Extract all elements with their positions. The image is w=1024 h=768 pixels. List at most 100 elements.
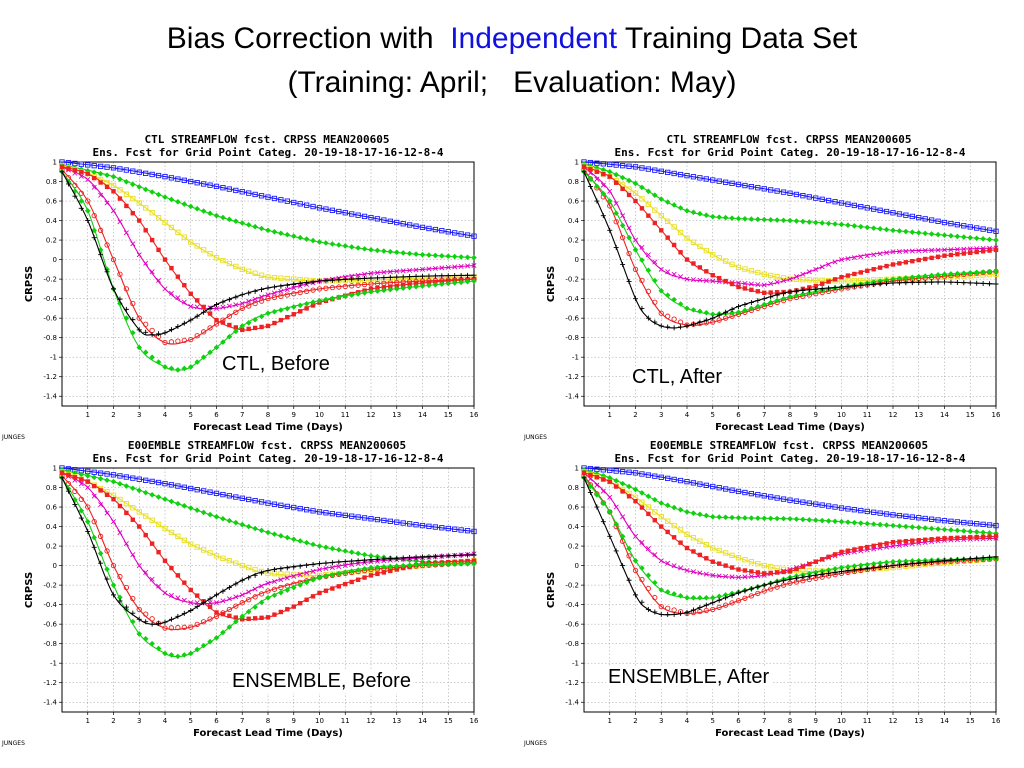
- data-point: [259, 583, 265, 589]
- data-point: [761, 296, 767, 302]
- data-point: [845, 273, 851, 278]
- data-point: [303, 236, 310, 242]
- data-point: [755, 298, 761, 304]
- chart-title: CTL STREAMFLOW fcst. CRPSS MEAN200605: [144, 133, 389, 146]
- data-point: [916, 515, 922, 521]
- y-tick-label: 0.4: [46, 523, 58, 531]
- data-point: [336, 546, 342, 553]
- data-point: [755, 185, 761, 191]
- data-point: [697, 277, 703, 283]
- y-tick-label: -0.8: [565, 640, 579, 648]
- data-point: [723, 573, 729, 579]
- x-tick-label: 7: [762, 717, 766, 725]
- data-point: [162, 619, 168, 625]
- data-point: [626, 225, 632, 231]
- data-point: [233, 294, 239, 300]
- data-point: [742, 574, 748, 580]
- data-point: [703, 317, 709, 323]
- data-point: [742, 515, 748, 521]
- data-point: [323, 278, 329, 284]
- x-axis-label: Forecast Lead Time (Days): [193, 728, 343, 739]
- data-point: [864, 282, 870, 288]
- data-point: [697, 265, 703, 270]
- data-point: [400, 279, 406, 285]
- data-point: [355, 291, 361, 297]
- data-point: [265, 274, 271, 280]
- data-point: [207, 604, 213, 610]
- data-point: [736, 284, 741, 290]
- data-point: [600, 488, 606, 494]
- y-tick-label: -1: [572, 660, 579, 668]
- data-point: [697, 481, 703, 487]
- data-point: [194, 304, 200, 310]
- data-point: [639, 206, 645, 211]
- data-point: [703, 541, 709, 548]
- data-point: [175, 323, 181, 329]
- data-point: [374, 553, 381, 560]
- data-point: [226, 624, 233, 630]
- data-point: [935, 279, 941, 285]
- data-point: [587, 183, 593, 189]
- data-point: [986, 522, 993, 528]
- data-point: [471, 552, 477, 558]
- data-point: [342, 277, 348, 283]
- data-point: [620, 213, 626, 219]
- data-point: [239, 305, 245, 312]
- y-tick-label: 0.4: [46, 217, 58, 225]
- data-point: [697, 243, 703, 250]
- data-point: [175, 295, 181, 301]
- data-point: [355, 550, 361, 557]
- data-point: [303, 300, 310, 307]
- data-point: [684, 323, 690, 329]
- data-point: [329, 510, 336, 517]
- data-point: [168, 327, 174, 333]
- data-point: [304, 570, 310, 576]
- data-point: [607, 174, 612, 179]
- data-point: [155, 479, 162, 486]
- data-point: [84, 208, 91, 214]
- data-point: [633, 198, 638, 204]
- data-point: [439, 253, 445, 259]
- data-point: [646, 511, 651, 517]
- data-point: [896, 249, 902, 255]
- data-point: [220, 629, 226, 636]
- data-point: [594, 482, 600, 488]
- data-point: [355, 577, 361, 582]
- data-point: [665, 518, 671, 524]
- data-point: [703, 309, 710, 316]
- data-point: [117, 503, 123, 509]
- data-point: [419, 561, 426, 568]
- data-point: [259, 294, 265, 300]
- data-point: [774, 290, 780, 295]
- data-point: [703, 247, 709, 254]
- data-point: [162, 173, 168, 180]
- data-point: [819, 568, 825, 575]
- data-point: [278, 571, 284, 577]
- x-tick-label: 11: [863, 411, 872, 419]
- chart-subtitle: Ens. Fcst for Grid Point Categ. 20-19-18…: [93, 452, 444, 465]
- data-point: [871, 543, 876, 549]
- data-point: [265, 529, 271, 536]
- data-point: [336, 242, 342, 248]
- data-point: [265, 323, 271, 329]
- x-tick-label: 1: [608, 411, 612, 419]
- data-point: [658, 558, 664, 564]
- x-tick-label: 12: [367, 411, 376, 419]
- data-point: [812, 219, 819, 226]
- data-point: [419, 251, 426, 258]
- data-point: [259, 287, 265, 293]
- data-point: [400, 221, 406, 227]
- data-point: [213, 635, 220, 641]
- y-tick-label: 0: [53, 562, 57, 570]
- data-point: [890, 280, 896, 286]
- data-point: [993, 522, 999, 529]
- data-point: [155, 645, 162, 652]
- data-point: [619, 234, 626, 241]
- data-point: [761, 515, 768, 522]
- data-point: [742, 568, 748, 573]
- data-point: [626, 163, 632, 169]
- data-point: [787, 515, 793, 522]
- data-point: [980, 521, 986, 528]
- data-point: [845, 506, 851, 512]
- data-point: [111, 592, 116, 598]
